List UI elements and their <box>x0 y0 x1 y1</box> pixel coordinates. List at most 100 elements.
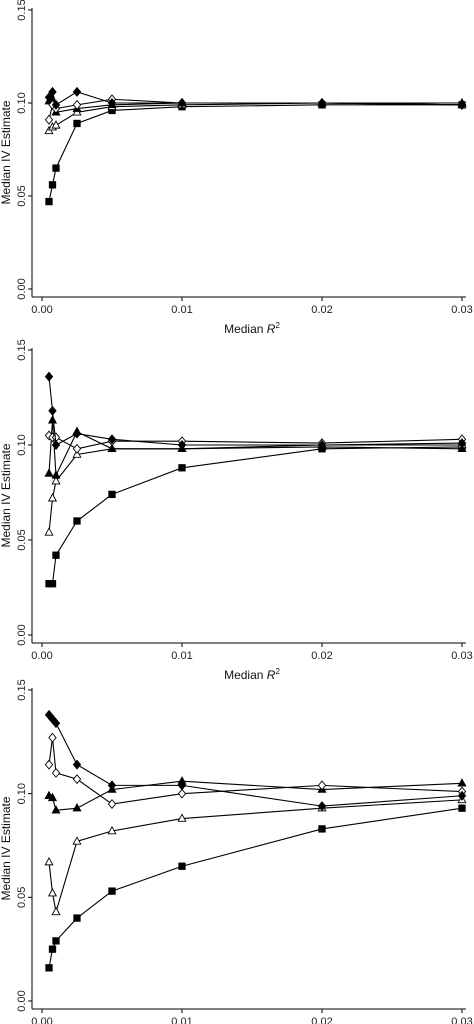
x-tick-label: 0.03 <box>451 650 472 662</box>
data-point-open-triangle <box>107 825 117 835</box>
data-point-filled-square <box>108 887 116 895</box>
data-point-filled-square <box>108 490 116 499</box>
data-point-open-triangle <box>47 888 58 897</box>
series-line-filled-diamond <box>48 376 463 446</box>
data-point-open-triangle <box>51 475 61 485</box>
y-axis-title: Median IV Estimate <box>0 443 13 547</box>
data-point-open-triangle <box>44 527 54 536</box>
y-tick-label: 0.00 <box>16 990 28 1011</box>
data-point-filled-square <box>48 945 57 953</box>
data-point-filled-square <box>178 862 186 870</box>
y-axis-title: Median IV Estimate <box>0 100 13 204</box>
data-point-filled-diamond <box>51 99 61 110</box>
chart-panel-2: 0.00 0.05 0.10 0.15 0.00 0.01 0.02 0.03 Median I… <box>0 339 473 682</box>
data-point-filled-triangle <box>51 470 61 479</box>
data-point-open-diamond <box>317 780 327 791</box>
x-tick-label: 0.02 <box>311 304 332 316</box>
x-tick-label: 0.00 <box>31 1016 52 1024</box>
data-point-filled-diamond <box>107 780 117 791</box>
x-tick-label: 0.03 <box>451 304 472 316</box>
series-line-filled-triangle <box>48 420 463 478</box>
data-point-filled-square <box>52 164 60 172</box>
y-tick-label: 0.10 <box>16 434 28 455</box>
series-line-open-diamond <box>48 737 463 805</box>
data-point-filled-square <box>318 825 326 833</box>
data-point-open-diamond <box>177 788 187 799</box>
x-axis-title: Median R2 <box>224 321 280 336</box>
data-point-filled-triangle <box>107 443 117 453</box>
data-point-filled-square <box>73 517 81 525</box>
data-point-filled-diamond <box>457 438 467 449</box>
data-point-filled-triangle <box>44 468 54 477</box>
data-point-filled-diamond <box>48 405 57 416</box>
data-point-open-triangle <box>72 836 82 845</box>
data-point-filled-square <box>52 551 60 559</box>
chart-panel-1: 0.00 0.05 0.10 0.15 0.00 0.01 0.02 0.03 Median I… <box>0 0 473 336</box>
y-tick-label: 0.05 <box>16 887 28 908</box>
x-tick-label: 0.01 <box>171 1016 192 1024</box>
data-point-open-triangle <box>44 856 54 866</box>
data-point-filled-diamond <box>48 86 57 97</box>
y-tick-label: 0.05 <box>16 185 28 206</box>
data-point-open-diamond <box>44 759 54 770</box>
data-point-filled-square <box>48 580 57 588</box>
y-axis-title: Median IV Estimate <box>0 796 13 900</box>
data-point-filled-square <box>45 197 53 206</box>
data-point-open-triangle <box>47 493 58 502</box>
data-point-filled-square <box>73 914 81 922</box>
data-point-filled-triangle <box>457 778 467 787</box>
x-tick-label: 0.02 <box>311 650 332 662</box>
x-tick-label: 0.03 <box>451 1016 472 1024</box>
data-point-filled-triangle <box>72 803 82 812</box>
y-tick-label: 0.00 <box>16 278 28 299</box>
series-line-open-triangle <box>48 799 463 913</box>
data-point-filled-diamond <box>107 97 117 109</box>
series-line-filled-square <box>49 446 463 585</box>
data-point-filled-square <box>48 181 57 189</box>
data-point-filled-diamond <box>51 718 61 729</box>
data-point-filled-triangle <box>47 792 58 802</box>
data-point-open-diamond <box>72 99 82 110</box>
x-tick-label: 0.00 <box>31 304 52 316</box>
y-tick-label: 0.15 <box>16 0 28 21</box>
data-point-filled-diamond <box>107 434 117 445</box>
data-point-filled-diamond <box>72 86 82 97</box>
series-line-filled-square <box>48 104 462 202</box>
data-point-filled-diamond <box>177 439 187 451</box>
data-point-filled-square <box>178 464 186 472</box>
data-point-filled-diamond <box>317 801 327 812</box>
data-point-open-diamond <box>72 443 82 454</box>
data-point-filled-square <box>458 804 466 812</box>
data-point-filled-square <box>45 964 53 972</box>
chart-panel-3: 0.00 0.05 0.10 0.15 0.00 0.01 0.02 0.03 Median I… <box>0 679 473 1024</box>
x-tick-label: 0.01 <box>171 650 192 662</box>
data-point-filled-diamond <box>72 759 82 770</box>
data-point-open-triangle <box>51 906 61 916</box>
data-point-filled-diamond <box>457 790 467 801</box>
data-point-filled-diamond <box>44 371 54 382</box>
data-point-filled-diamond <box>51 439 61 451</box>
data-point-filled-diamond <box>177 780 187 791</box>
data-point-open-diamond <box>107 799 117 810</box>
data-point-open-diamond <box>51 767 61 778</box>
data-point-filled-diamond <box>177 97 187 109</box>
data-point-open-triangle <box>51 120 61 129</box>
x-tick-label: 0.00 <box>31 650 52 662</box>
data-point-filled-diamond <box>457 99 467 110</box>
data-point-filled-diamond <box>317 97 327 109</box>
data-point-filled-triangle <box>51 805 61 814</box>
y-tick-label: 0.15 <box>16 679 28 700</box>
data-point-filled-diamond <box>72 428 82 439</box>
y-tick-label: 0.05 <box>16 529 28 550</box>
x-axis-title: Median R2 <box>224 667 280 682</box>
y-tick-label: 0.15 <box>16 339 28 360</box>
data-point-filled-diamond <box>44 92 54 103</box>
data-point-open-diamond <box>48 732 57 743</box>
data-point-filled-square <box>52 937 60 945</box>
data-point-filled-square <box>73 119 81 128</box>
data-point-open-diamond <box>72 774 82 785</box>
y-tick-label: 0.10 <box>16 783 28 804</box>
data-point-open-diamond <box>44 114 54 125</box>
